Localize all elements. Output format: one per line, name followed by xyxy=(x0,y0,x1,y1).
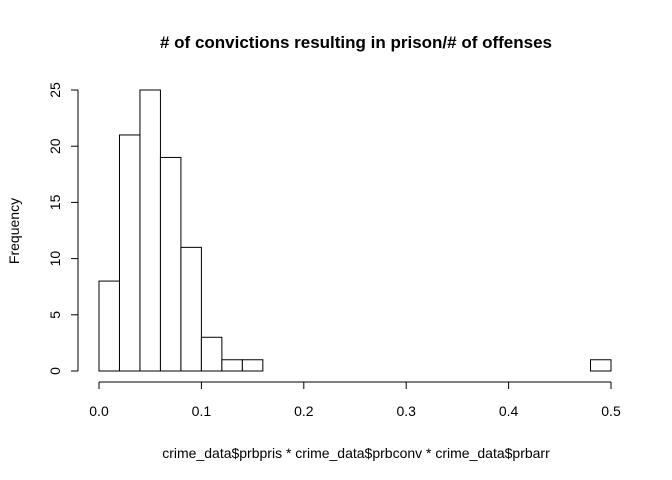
y-axis: 0 5 10 15 20 25 xyxy=(47,82,79,375)
x-tick-label: 0.4 xyxy=(499,403,519,419)
x-axis-label: crime_data$prbpris * crime_data$prbconv … xyxy=(162,445,550,461)
histogram-bar xyxy=(118,134,141,372)
x-axis: 0.0 0.1 0.2 0.3 0.4 0.5 xyxy=(89,381,621,419)
y-axis-label: Frequency xyxy=(6,198,22,264)
histogram-bar xyxy=(200,336,223,372)
x-tick-label: 0.5 xyxy=(601,403,621,419)
y-tick-label: 0 xyxy=(47,367,63,375)
x-tick-label: 0.2 xyxy=(294,403,314,419)
histogram-bar xyxy=(590,359,612,372)
y-tick-label: 25 xyxy=(47,82,63,98)
chart-title: # of convictions resulting in prison/# o… xyxy=(160,33,552,52)
x-tick-label: 0.1 xyxy=(192,403,212,419)
histogram-bar xyxy=(139,89,161,372)
y-tick-label: 10 xyxy=(47,251,63,267)
y-tick-label: 5 xyxy=(47,311,63,319)
histogram-bar xyxy=(221,359,243,372)
histogram-bar xyxy=(241,359,264,372)
histogram-bar xyxy=(98,280,120,372)
x-tick-label: 0.0 xyxy=(89,403,109,419)
y-tick-label: 20 xyxy=(47,138,63,154)
histogram-bar xyxy=(180,246,202,372)
bars-group xyxy=(98,89,612,372)
x-tick-label: 0.3 xyxy=(396,403,416,419)
histogram-bar xyxy=(159,156,182,372)
y-tick-label: 15 xyxy=(47,194,63,210)
